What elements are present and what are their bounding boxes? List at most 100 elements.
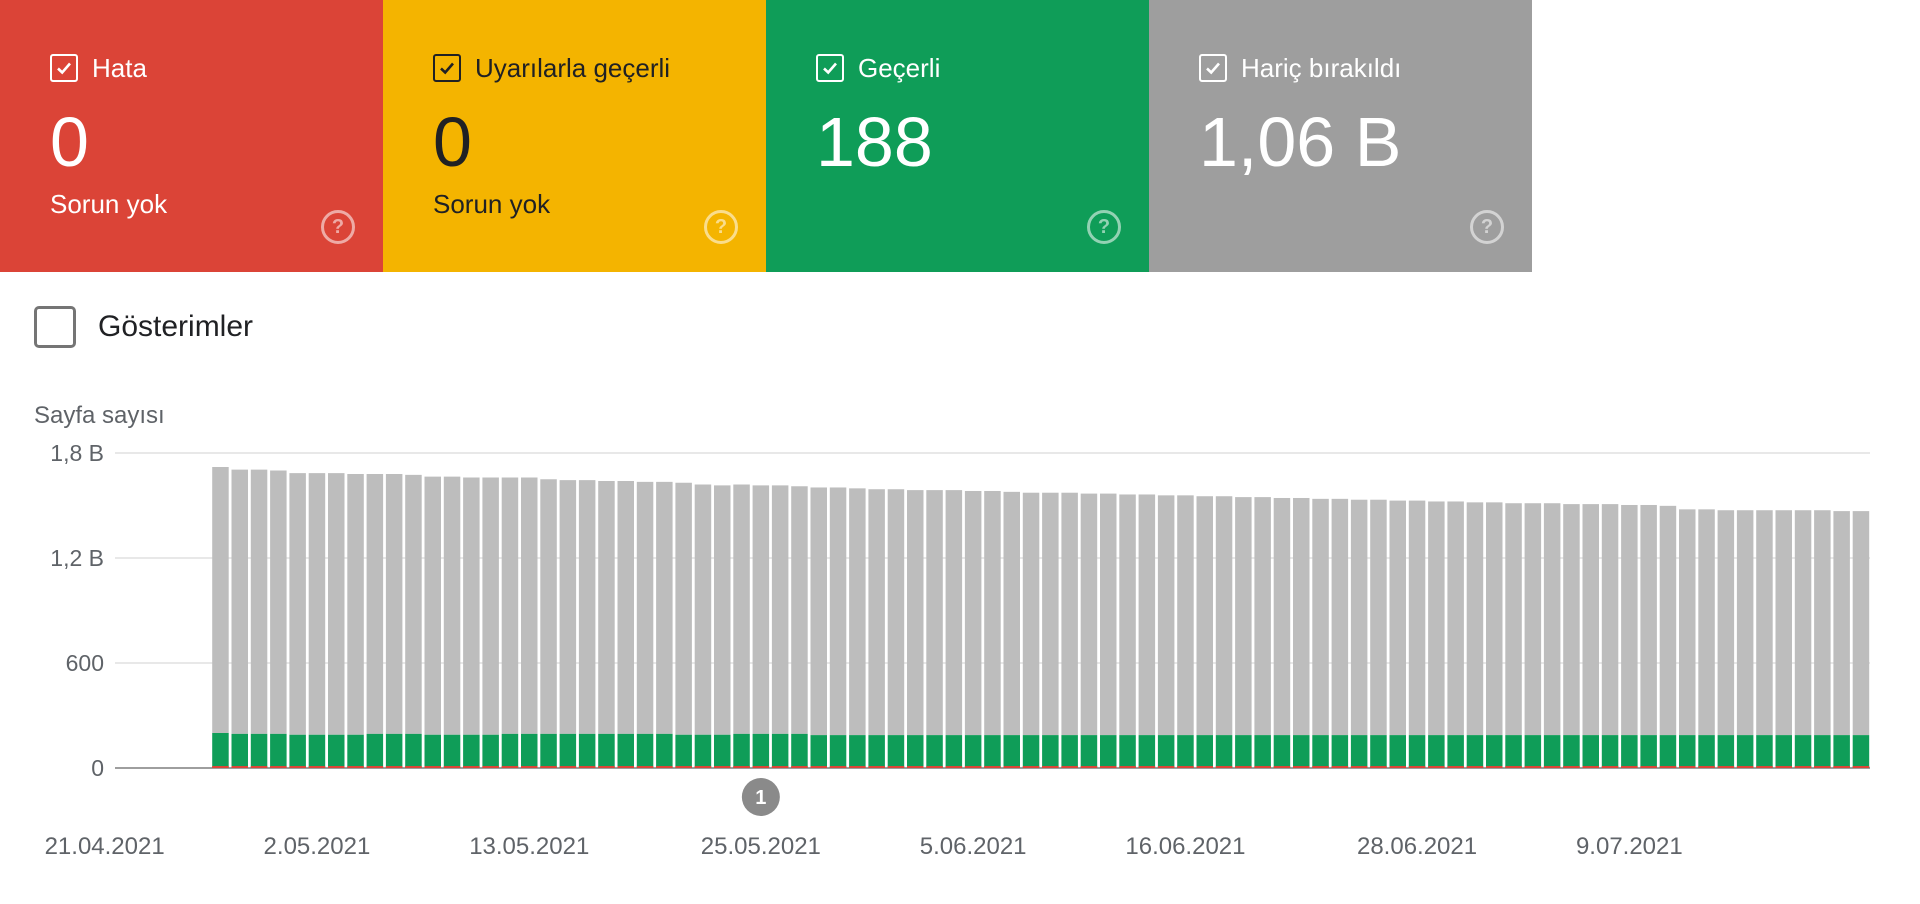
bar-excluded[interactable] [733, 484, 750, 734]
bar-valid[interactable] [1447, 735, 1464, 768]
bar-valid[interactable] [849, 735, 866, 768]
bar-valid[interactable] [1254, 735, 1271, 768]
bar-excluded[interactable] [463, 477, 480, 735]
warning-checkbox[interactable] [433, 54, 461, 82]
bar-error[interactable] [540, 766, 557, 768]
bar-valid[interactable] [907, 735, 924, 768]
bar-valid[interactable] [1679, 735, 1696, 768]
bar-excluded[interactable] [1698, 509, 1715, 736]
bar-valid[interactable] [559, 733, 577, 768]
bar-valid[interactable] [1833, 735, 1850, 768]
bar-valid[interactable] [1196, 735, 1214, 768]
bar-excluded[interactable] [945, 490, 963, 736]
bar-excluded[interactable] [1408, 500, 1426, 736]
bar-valid[interactable] [328, 734, 345, 768]
bar-error[interactable] [1640, 766, 1657, 768]
bar-excluded[interactable] [714, 485, 731, 735]
error-checkbox[interactable] [50, 54, 78, 82]
bar-error[interactable] [752, 766, 770, 768]
bar-excluded[interactable] [501, 477, 519, 734]
bar-valid[interactable] [791, 733, 808, 768]
bar-excluded[interactable] [1524, 503, 1542, 736]
bar-excluded[interactable] [1042, 492, 1059, 736]
bar-excluded[interactable] [289, 473, 306, 735]
bar-error[interactable] [1447, 766, 1464, 768]
bar-valid[interactable] [385, 733, 403, 768]
bar-error[interactable] [1524, 766, 1542, 768]
annotation-marker[interactable] [741, 778, 780, 816]
bar-excluded[interactable] [424, 476, 442, 735]
bar-error[interactable] [1486, 766, 1503, 768]
bar-error[interactable] [347, 766, 364, 768]
bar-error[interactable] [308, 766, 326, 768]
bar-valid[interactable] [1543, 735, 1561, 768]
bar-error[interactable] [443, 766, 461, 768]
bar-excluded[interactable] [212, 467, 229, 733]
bar-excluded[interactable] [482, 477, 499, 735]
bar-valid[interactable] [1717, 735, 1735, 768]
bar-excluded[interactable] [1447, 501, 1464, 736]
bar-valid[interactable] [945, 735, 963, 768]
bar-excluded[interactable] [1814, 510, 1831, 736]
bar-error[interactable] [1235, 766, 1252, 768]
bar-valid[interactable] [424, 734, 442, 768]
bar-error[interactable] [1350, 766, 1368, 768]
bar-excluded[interactable] [1428, 501, 1445, 736]
bar-valid[interactable] [1408, 735, 1426, 768]
bar-error[interactable] [1428, 766, 1445, 768]
bar-excluded[interactable] [984, 490, 1001, 736]
bar-valid[interactable] [694, 734, 712, 768]
bar-valid[interactable] [984, 735, 1001, 768]
bar-valid[interactable] [1736, 735, 1754, 768]
bar-excluded[interactable] [617, 481, 635, 734]
bar-valid[interactable] [521, 733, 538, 768]
bar-excluded[interactable] [1100, 493, 1117, 736]
bar-valid[interactable] [1022, 735, 1040, 768]
bar-excluded[interactable] [598, 481, 615, 734]
bar-valid[interactable] [1582, 735, 1600, 768]
bar-valid[interactable] [1601, 735, 1619, 768]
bar-valid[interactable] [405, 733, 422, 768]
bar-excluded[interactable] [1157, 495, 1175, 736]
bar-error[interactable] [1814, 766, 1831, 768]
bar-excluded[interactable] [540, 479, 557, 734]
bar-valid[interactable] [1080, 735, 1098, 768]
bar-valid[interactable] [1505, 735, 1522, 768]
card-warning[interactable]: Uyarılarla geçerli 0 Sorun yok ? [383, 0, 766, 272]
bar-error[interactable] [1794, 766, 1812, 768]
bar-error[interactable] [1061, 766, 1078, 768]
bar-excluded[interactable] [1601, 504, 1619, 736]
bar-excluded[interactable] [1312, 498, 1329, 736]
bar-valid[interactable] [482, 734, 499, 768]
bar-excluded[interactable] [1543, 503, 1561, 736]
bar-valid[interactable] [887, 735, 905, 768]
bar-excluded[interactable] [1640, 504, 1657, 736]
bar-error[interactable] [1254, 766, 1271, 768]
bar-error[interactable] [578, 766, 596, 768]
bar-excluded[interactable] [443, 476, 461, 735]
bar-valid[interactable] [1486, 735, 1503, 768]
bar-valid[interactable] [1640, 735, 1657, 768]
bar-valid[interactable] [1042, 735, 1059, 768]
bar-excluded[interactable] [366, 474, 384, 734]
bar-excluded[interactable] [1717, 510, 1735, 736]
bar-excluded[interactable] [1621, 504, 1638, 736]
bar-valid[interactable] [1756, 735, 1773, 768]
bar-excluded[interactable] [1486, 502, 1503, 736]
bar-valid[interactable] [308, 734, 326, 768]
bar-valid[interactable] [810, 735, 828, 768]
bar-error[interactable] [945, 766, 963, 768]
bar-excluded[interactable] [1331, 498, 1349, 736]
bar-excluded[interactable] [752, 485, 770, 734]
bar-valid[interactable] [964, 735, 982, 768]
bar-valid[interactable] [1852, 735, 1870, 768]
bar-error[interactable] [1100, 766, 1117, 768]
help-icon[interactable]: ? [704, 210, 738, 244]
bar-error[interactable] [1756, 766, 1773, 768]
bar-excluded[interactable] [250, 469, 268, 734]
bar-valid[interactable] [366, 733, 384, 768]
bar-error[interactable] [791, 766, 808, 768]
bar-error[interactable] [1215, 766, 1233, 768]
bar-error[interactable] [1119, 766, 1136, 768]
bar-error[interactable] [1466, 766, 1484, 768]
